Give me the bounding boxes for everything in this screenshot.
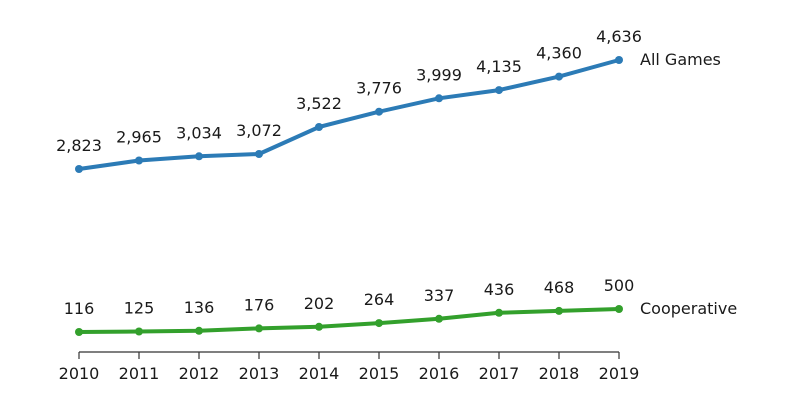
data-point-all-games-2019: [615, 56, 623, 64]
data-point-all-games-2012: [195, 152, 203, 161]
data-point-cooperative-2019: [615, 305, 623, 313]
data-point-cooperative-2018: [555, 306, 563, 315]
series-name-all-games: All Games: [640, 50, 721, 69]
series-all-games: 2,823 2,965 3,034 3,072 3,522 3,776 3,999 4,135…: [56, 27, 721, 173]
data-label-cooperative-2017: 436: [484, 280, 515, 299]
x-tick-label-2017: 2017: [479, 364, 520, 383]
x-tick-label-2019: 2019: [599, 364, 640, 383]
series-name-cooperative: Cooperative: [640, 299, 737, 318]
data-point-cooperative-2014: [315, 322, 323, 331]
x-tick-label-2011: 2011: [119, 364, 160, 383]
data-label-all-games-2018: 4,360: [536, 44, 582, 63]
data-point-cooperative-2016: [435, 314, 443, 323]
data-point-all-games-2011: [135, 156, 143, 165]
data-point-cooperative-2015: [375, 319, 383, 328]
x-tick-label-2018: 2018: [539, 364, 580, 383]
data-label-all-games-2016: 3,999: [416, 65, 462, 84]
x-tick-label-2014: 2014: [299, 364, 340, 383]
data-label-all-games-2010: 2,823: [56, 136, 102, 155]
series-group: 2,823 2,965 3,034 3,072 3,522 3,776 3,999 4,135…: [56, 27, 737, 336]
x-tick-label-2015: 2015: [359, 364, 400, 383]
data-point-cooperative-2013: [255, 324, 263, 333]
x-axis: 2010 2011 2012 2013 2014 2015 2016 2017 2018 2019: [59, 351, 640, 383]
data-label-all-games-2017: 4,135: [476, 57, 522, 76]
data-point-all-games-2013: [255, 150, 263, 158]
data-label-all-games-2019: 4,636: [596, 27, 642, 46]
series-line-all-games: [77, 58, 621, 171]
data-point-cooperative-2012: [195, 326, 203, 335]
data-label-cooperative-2012: 136: [184, 298, 215, 317]
data-label-cooperative-2018: 468: [544, 278, 575, 297]
data-label-all-games-2011: 2,965: [116, 128, 162, 147]
data-label-cooperative-2010: 116: [64, 299, 95, 318]
data-point-all-games-2018: [555, 72, 563, 81]
data-point-all-games-2014: [315, 123, 323, 131]
data-label-all-games-2012: 3,034: [176, 123, 222, 142]
x-tick-label-2012: 2012: [179, 364, 220, 383]
data-label-all-games-2014: 3,522: [296, 94, 342, 113]
data-label-cooperative-2011: 125: [124, 299, 155, 318]
series-cooperative: 116 125 136 176 202 264 337 436 468 500 Cooperativ…: [64, 276, 737, 336]
data-point-all-games-2010: [75, 165, 83, 173]
data-label-cooperative-2014: 202: [304, 294, 335, 313]
data-label-cooperative-2015: 264: [364, 290, 395, 309]
data-point-cooperative-2010: [75, 328, 83, 336]
data-label-all-games-2015: 3,776: [356, 79, 402, 98]
data-label-all-games-2013: 3,072: [236, 121, 282, 140]
data-label-cooperative-2013: 176: [244, 295, 275, 314]
data-point-all-games-2015: [375, 107, 383, 116]
data-point-cooperative-2011: [135, 327, 143, 336]
data-point-all-games-2016: [435, 94, 443, 103]
data-label-cooperative-2016: 337: [424, 286, 455, 305]
x-tick-label-2010: 2010: [59, 364, 100, 383]
data-point-cooperative-2017: [495, 308, 503, 317]
x-tick-label-2016: 2016: [419, 364, 460, 383]
data-label-cooperative-2019: 500: [604, 276, 635, 295]
series-line-cooperative: [77, 307, 621, 334]
x-tick-label-2013: 2013: [239, 364, 280, 383]
data-point-all-games-2017: [495, 86, 503, 95]
